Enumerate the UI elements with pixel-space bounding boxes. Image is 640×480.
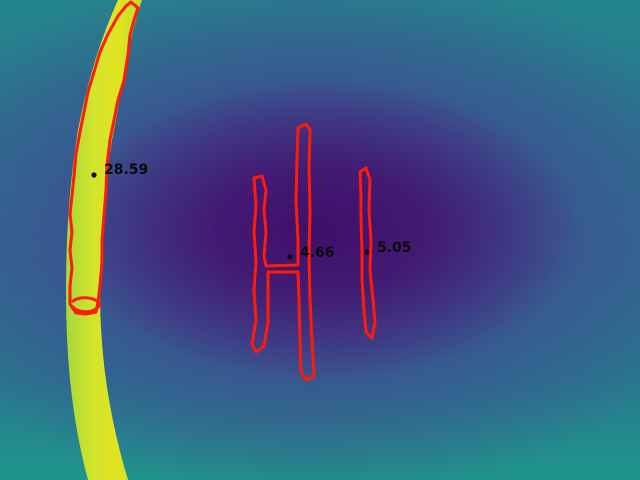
region-3-contour[interactable] xyxy=(358,166,377,340)
region-2-marker xyxy=(287,254,293,260)
region-1-marker xyxy=(91,172,97,178)
region-1-contour[interactable] xyxy=(68,0,140,316)
region-1-reading: 28.59 xyxy=(104,162,149,178)
region-2-contour[interactable] xyxy=(250,122,316,382)
hot-band xyxy=(66,0,142,480)
region-2-reading: 4.66 xyxy=(300,245,335,261)
region-3-marker xyxy=(364,249,370,255)
region-3-reading: 5.05 xyxy=(377,240,412,256)
